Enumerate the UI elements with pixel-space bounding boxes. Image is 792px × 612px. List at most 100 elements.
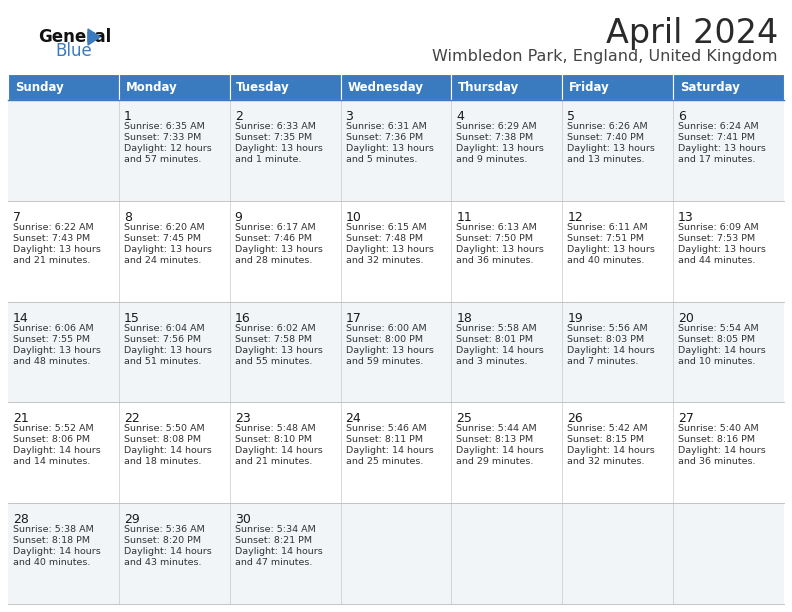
Bar [8, 403, 784, 503]
Text: and 48 minutes.: and 48 minutes. [13, 357, 90, 365]
Text: Daylight: 14 hours: Daylight: 14 hours [456, 446, 544, 455]
Text: and 51 minutes.: and 51 minutes. [124, 357, 201, 365]
Text: Sunrise: 5:52 AM: Sunrise: 5:52 AM [13, 424, 93, 433]
Text: Sunrise: 5:48 AM: Sunrise: 5:48 AM [234, 424, 315, 433]
Text: 28: 28 [13, 513, 29, 526]
Text: Daylight: 14 hours: Daylight: 14 hours [13, 547, 101, 556]
Text: and 3 minutes.: and 3 minutes. [456, 357, 528, 365]
Text: Sunrise: 6:02 AM: Sunrise: 6:02 AM [234, 324, 315, 332]
Text: Daylight: 12 hours: Daylight: 12 hours [124, 144, 211, 153]
Text: 3: 3 [345, 110, 353, 123]
Text: 22: 22 [124, 412, 139, 425]
Text: Sunrise: 5:36 AM: Sunrise: 5:36 AM [124, 525, 204, 534]
Text: Sunset: 7:41 PM: Sunset: 7:41 PM [678, 133, 755, 142]
Bar [341, 74, 451, 100]
Text: Sunset: 7:56 PM: Sunset: 7:56 PM [124, 335, 201, 343]
Bar [8, 302, 784, 403]
Text: 23: 23 [234, 412, 250, 425]
Text: Sunset: 7:40 PM: Sunset: 7:40 PM [567, 133, 644, 142]
Text: Sunset: 8:15 PM: Sunset: 8:15 PM [567, 435, 644, 444]
Bar [8, 74, 119, 100]
Text: Sunset: 8:20 PM: Sunset: 8:20 PM [124, 536, 201, 545]
Text: Daylight: 13 hours: Daylight: 13 hours [567, 144, 655, 153]
Text: Daylight: 13 hours: Daylight: 13 hours [234, 144, 322, 153]
Text: and 29 minutes.: and 29 minutes. [456, 457, 534, 466]
Text: Friday: Friday [569, 81, 610, 94]
Text: 19: 19 [567, 312, 583, 324]
Text: 6: 6 [678, 110, 686, 123]
Text: Daylight: 14 hours: Daylight: 14 hours [234, 547, 322, 556]
Text: Sunset: 7:53 PM: Sunset: 7:53 PM [678, 234, 756, 243]
Text: Sunset: 8:21 PM: Sunset: 8:21 PM [234, 536, 312, 545]
Text: and 32 minutes.: and 32 minutes. [345, 256, 423, 265]
Text: and 40 minutes.: and 40 minutes. [567, 256, 645, 265]
Polygon shape [88, 29, 100, 45]
Text: 4: 4 [456, 110, 464, 123]
Text: 7: 7 [13, 211, 21, 224]
Text: Sunrise: 6:31 AM: Sunrise: 6:31 AM [345, 122, 426, 131]
Text: 21: 21 [13, 412, 29, 425]
Text: Daylight: 14 hours: Daylight: 14 hours [124, 446, 211, 455]
Text: Sunset: 7:45 PM: Sunset: 7:45 PM [124, 234, 201, 243]
Text: 13: 13 [678, 211, 694, 224]
Text: Sunrise: 6:00 AM: Sunrise: 6:00 AM [345, 324, 426, 332]
Text: Sunrise: 6:24 AM: Sunrise: 6:24 AM [678, 122, 759, 131]
Text: Sunset: 8:00 PM: Sunset: 8:00 PM [345, 335, 423, 343]
Text: Sunset: 7:46 PM: Sunset: 7:46 PM [234, 234, 312, 243]
Text: Sunrise: 6:20 AM: Sunrise: 6:20 AM [124, 223, 204, 232]
Text: 2: 2 [234, 110, 242, 123]
Text: 9: 9 [234, 211, 242, 224]
Text: 15: 15 [124, 312, 139, 324]
Text: Sunset: 7:51 PM: Sunset: 7:51 PM [567, 234, 644, 243]
Text: Sunrise: 5:42 AM: Sunrise: 5:42 AM [567, 424, 648, 433]
Text: and 43 minutes.: and 43 minutes. [124, 558, 201, 567]
Text: and 36 minutes.: and 36 minutes. [456, 256, 534, 265]
Text: Saturday: Saturday [680, 81, 740, 94]
Text: Daylight: 14 hours: Daylight: 14 hours [13, 446, 101, 455]
Text: and 18 minutes.: and 18 minutes. [124, 457, 201, 466]
Bar [119, 74, 230, 100]
Text: and 10 minutes.: and 10 minutes. [678, 357, 756, 365]
Text: General: General [38, 28, 111, 46]
Text: Sunrise: 6:09 AM: Sunrise: 6:09 AM [678, 223, 759, 232]
Text: 20: 20 [678, 312, 694, 324]
Text: Sunset: 8:06 PM: Sunset: 8:06 PM [13, 435, 90, 444]
Text: Sunset: 8:05 PM: Sunset: 8:05 PM [678, 335, 755, 343]
Text: Thursday: Thursday [458, 81, 520, 94]
Text: Sunset: 8:16 PM: Sunset: 8:16 PM [678, 435, 755, 444]
Text: 18: 18 [456, 312, 472, 324]
Text: and 13 minutes.: and 13 minutes. [567, 155, 645, 164]
Text: Wednesday: Wednesday [347, 81, 423, 94]
Text: and 55 minutes.: and 55 minutes. [234, 357, 312, 365]
Text: 8: 8 [124, 211, 131, 224]
Text: Daylight: 13 hours: Daylight: 13 hours [234, 346, 322, 354]
Text: and 57 minutes.: and 57 minutes. [124, 155, 201, 164]
Text: 1: 1 [124, 110, 131, 123]
Text: Daylight: 13 hours: Daylight: 13 hours [456, 245, 544, 254]
Text: and 28 minutes.: and 28 minutes. [234, 256, 312, 265]
Bar [8, 100, 784, 201]
Bar [451, 74, 562, 100]
Text: April 2024: April 2024 [606, 18, 778, 51]
Text: Sunset: 7:50 PM: Sunset: 7:50 PM [456, 234, 534, 243]
Text: 5: 5 [567, 110, 575, 123]
Text: Sunset: 8:11 PM: Sunset: 8:11 PM [345, 435, 423, 444]
Bar [673, 74, 784, 100]
Text: Daylight: 13 hours: Daylight: 13 hours [13, 346, 101, 354]
Text: Daylight: 13 hours: Daylight: 13 hours [345, 245, 433, 254]
Text: Sunrise: 5:54 AM: Sunrise: 5:54 AM [678, 324, 759, 332]
Text: Sunset: 7:48 PM: Sunset: 7:48 PM [345, 234, 423, 243]
Text: Daylight: 13 hours: Daylight: 13 hours [345, 144, 433, 153]
Text: Wimbledon Park, England, United Kingdom: Wimbledon Park, England, United Kingdom [432, 48, 778, 64]
Text: and 59 minutes.: and 59 minutes. [345, 357, 423, 365]
Bar [230, 74, 341, 100]
Text: Sunset: 7:43 PM: Sunset: 7:43 PM [13, 234, 90, 243]
Text: Daylight: 13 hours: Daylight: 13 hours [234, 245, 322, 254]
Text: Tuesday: Tuesday [236, 81, 290, 94]
Text: Sunset: 8:18 PM: Sunset: 8:18 PM [13, 536, 90, 545]
Text: Blue: Blue [55, 42, 92, 60]
Text: 12: 12 [567, 211, 583, 224]
Text: Sunset: 7:58 PM: Sunset: 7:58 PM [234, 335, 312, 343]
Text: Sunrise: 5:58 AM: Sunrise: 5:58 AM [456, 324, 537, 332]
Text: and 47 minutes.: and 47 minutes. [234, 558, 312, 567]
